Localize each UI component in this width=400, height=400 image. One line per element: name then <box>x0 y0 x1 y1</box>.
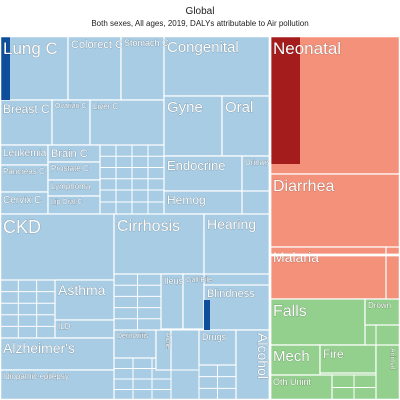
treemap-cell-idiopathic-epilepsy <box>0 369 115 400</box>
cell-label-endocrine: Endocrine <box>167 158 226 173</box>
cell-label-oth-unint: Oth Unint <box>273 377 312 387</box>
accent-bar <box>0 36 10 100</box>
treemap-cell-hearing <box>203 213 271 275</box>
treemap-cell-oth-unint <box>269 374 333 400</box>
cell-label-animal: Animal <box>388 348 395 370</box>
treemap-tile <box>170 329 200 371</box>
group-divider <box>268 253 400 400</box>
cell-label-hearing: Hearing <box>207 216 256 232</box>
cell-label-lung-c: Lung C <box>3 39 58 58</box>
cell-label-leukemia: Leukemia <box>3 148 47 159</box>
cell-label-drown: Drown <box>368 301 391 310</box>
cell-label-asthma: Asthma <box>58 282 106 298</box>
treemap-tile <box>375 324 400 346</box>
cell-label-fire: Fire <box>323 347 344 361</box>
cell-label-alzheimer-s: Alzheimer's <box>3 340 75 356</box>
cell-label-gall-bile: Gall Bile <box>186 277 212 284</box>
cell-label-pancreas-c: Pancreas C <box>3 167 45 176</box>
cell-label-acne: Acne <box>164 333 171 349</box>
cell-label-drugs: Drugs <box>202 332 227 342</box>
accent-bar <box>204 300 210 330</box>
cell-label-breast-c: Breast C <box>3 102 50 116</box>
treemap-cell-diarrhea <box>269 173 400 248</box>
chart-title: Global <box>185 6 215 17</box>
treemap-cell-endocrine <box>163 155 243 192</box>
cell-label-brain-c: Brain C <box>51 148 88 160</box>
cell-label-mech: Mech <box>273 348 310 365</box>
treemap-cells <box>0 35 400 400</box>
cell-label-alcohol: Alcohol <box>255 333 271 379</box>
cell-label-ileus: Ileus <box>164 276 184 286</box>
treemap-cell-gyne <box>163 95 223 157</box>
treemap-cell-oral <box>221 95 271 157</box>
treemap-tile <box>0 279 56 339</box>
treemap-labels: Lung C Colorect C Stomach C Breast C Ovarian… <box>3 38 396 388</box>
treemap-cell-dermatitis <box>113 329 157 359</box>
cell-label-congenital: Congenital <box>167 39 239 56</box>
cell-label-lymphoma: Lymphoma <box>51 182 91 191</box>
cell-label-ild: ILD <box>58 322 71 331</box>
group-dividers <box>0 34 400 400</box>
cell-label-cervix-c: Cervix C <box>3 195 41 206</box>
treemap-tile <box>203 273 271 286</box>
treemap-cell-colorect-c <box>67 35 122 101</box>
treemap-cell-pancreas-c <box>0 164 49 193</box>
cell-label-gyne: Gyne <box>167 99 203 116</box>
treemap-cell-ovarian-c <box>51 99 91 146</box>
cell-label-cirrhosis: Cirrhosis <box>117 218 180 235</box>
cell-label-lip-oral-c: Lip Oral C <box>51 199 83 206</box>
cell-label-prostate-c: Prostate C <box>51 164 89 173</box>
treemap-cell-stomach-c <box>120 35 165 101</box>
cell-label-idiopathic-epilepsy: Idiopathic epilepsy <box>3 372 69 381</box>
cell-label-stomach-c: Stomach C <box>124 38 169 48</box>
cell-label-falls: Falls <box>273 303 307 320</box>
cell-label-hemog: Hemog <box>167 193 206 207</box>
cell-label-liver-c: Liver C <box>93 102 119 111</box>
cell-label-blindness: Blindness <box>207 288 255 300</box>
accent-bar <box>270 36 300 164</box>
cell-label-ovarian-c: Ovarian C <box>55 103 87 110</box>
cell-label-oral: Oral <box>225 99 253 116</box>
treemap-cell-cirrhosis <box>113 213 205 275</box>
treemap-cell-animal <box>375 344 400 400</box>
treemap-cell-congenital <box>163 35 271 97</box>
treemap-tile <box>170 369 200 400</box>
chart-subtitle: Both sexes, All ages, 2019, DALYs attrib… <box>91 19 309 28</box>
treemap-cell-fire <box>319 344 377 374</box>
cell-label-ckd: CKD <box>3 217 41 237</box>
cell-label-colorect-c: Colorect C <box>71 39 123 51</box>
cell-label-dermatitis: Dermatitis <box>117 333 149 340</box>
cell-label-diarrhea: Diarrhea <box>273 178 334 195</box>
treemap-cell-alcohol <box>235 329 271 400</box>
treemap-cell-ckd <box>0 213 115 281</box>
cell-label-malaria: Malaria <box>273 249 319 265</box>
cell-label-neonatal: Neonatal <box>273 39 341 58</box>
treemap-cell-acne <box>155 329 172 371</box>
treemap-cell-drown <box>364 298 400 326</box>
cell-label-urinary: Urinary <box>245 158 271 167</box>
